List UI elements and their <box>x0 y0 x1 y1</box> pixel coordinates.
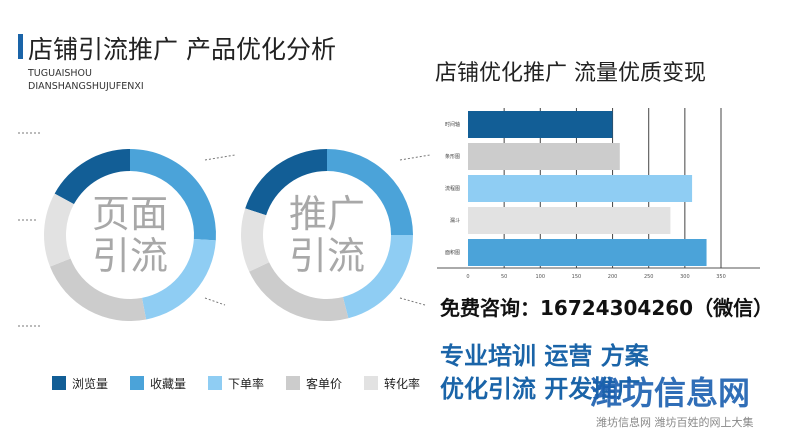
bar <box>468 207 671 234</box>
subtitle: TUGUAISHOU <box>28 68 92 79</box>
x-tick-label: 0 <box>466 274 469 280</box>
donut-segment <box>141 239 216 320</box>
title: 店铺引流推广 产品优化分析 <box>28 35 336 64</box>
decoration <box>18 132 431 327</box>
donut-segment <box>44 193 74 267</box>
watermark: 潍坊信息网 <box>590 374 751 412</box>
y-tick-label: 漏斗 <box>450 217 460 224</box>
donut-segment <box>342 235 413 319</box>
donut-segment <box>54 149 130 205</box>
bar <box>468 175 693 202</box>
x-tick-label: 100 <box>536 274 546 280</box>
donut-label: 页面引流 <box>91 192 168 278</box>
slogan: 专业培训 运营 方案 <box>440 342 649 370</box>
legend-swatch <box>364 376 378 390</box>
slogan: 优化引流 开发推广 <box>440 375 641 403</box>
y-tick-label: 面积图 <box>445 249 460 256</box>
donut-segment <box>241 208 270 272</box>
donut-segment <box>327 149 413 235</box>
y-tick-label: 时间轴 <box>445 121 460 128</box>
legend-label: 客单价 <box>306 376 342 391</box>
legend-label: 浏览量 <box>72 376 108 391</box>
donut-segment <box>245 149 327 216</box>
bar <box>468 239 707 266</box>
donut-label: 推广引流 <box>288 192 365 278</box>
legend-swatch <box>208 376 222 390</box>
legend-label: 下单率 <box>228 376 264 391</box>
subtitle: DIANSHANGSHUJUFENXI <box>28 81 144 92</box>
x-tick-label: 300 <box>680 274 690 280</box>
x-tick-label: 250 <box>644 274 654 280</box>
legend-swatch <box>130 376 144 390</box>
contact: 免费咨询：16724304260（微信） <box>440 296 774 320</box>
donut-segment <box>249 262 349 321</box>
watermark-caption: 潍坊信息网 潍坊百姓的网上大集 <box>596 416 754 429</box>
y-tick-label: 条形图 <box>445 153 460 160</box>
x-tick-label: 50 <box>501 274 507 280</box>
x-tick-label: 350 <box>716 274 726 280</box>
legend-label: 收藏量 <box>150 377 186 391</box>
donut-segment <box>130 149 216 241</box>
chart-title: 店铺优化推广 流量优质变现 <box>435 61 706 86</box>
bar <box>468 111 613 138</box>
donut-segment <box>50 258 147 321</box>
title-accent <box>18 34 23 59</box>
y-tick-label: 流程图 <box>445 185 460 192</box>
x-tick-label: 150 <box>572 274 582 280</box>
legend-swatch <box>52 376 66 390</box>
legend-swatch <box>286 376 300 390</box>
x-tick-label: 200 <box>608 274 618 280</box>
bar <box>468 143 620 170</box>
legend-label: 转化率 <box>384 376 420 391</box>
